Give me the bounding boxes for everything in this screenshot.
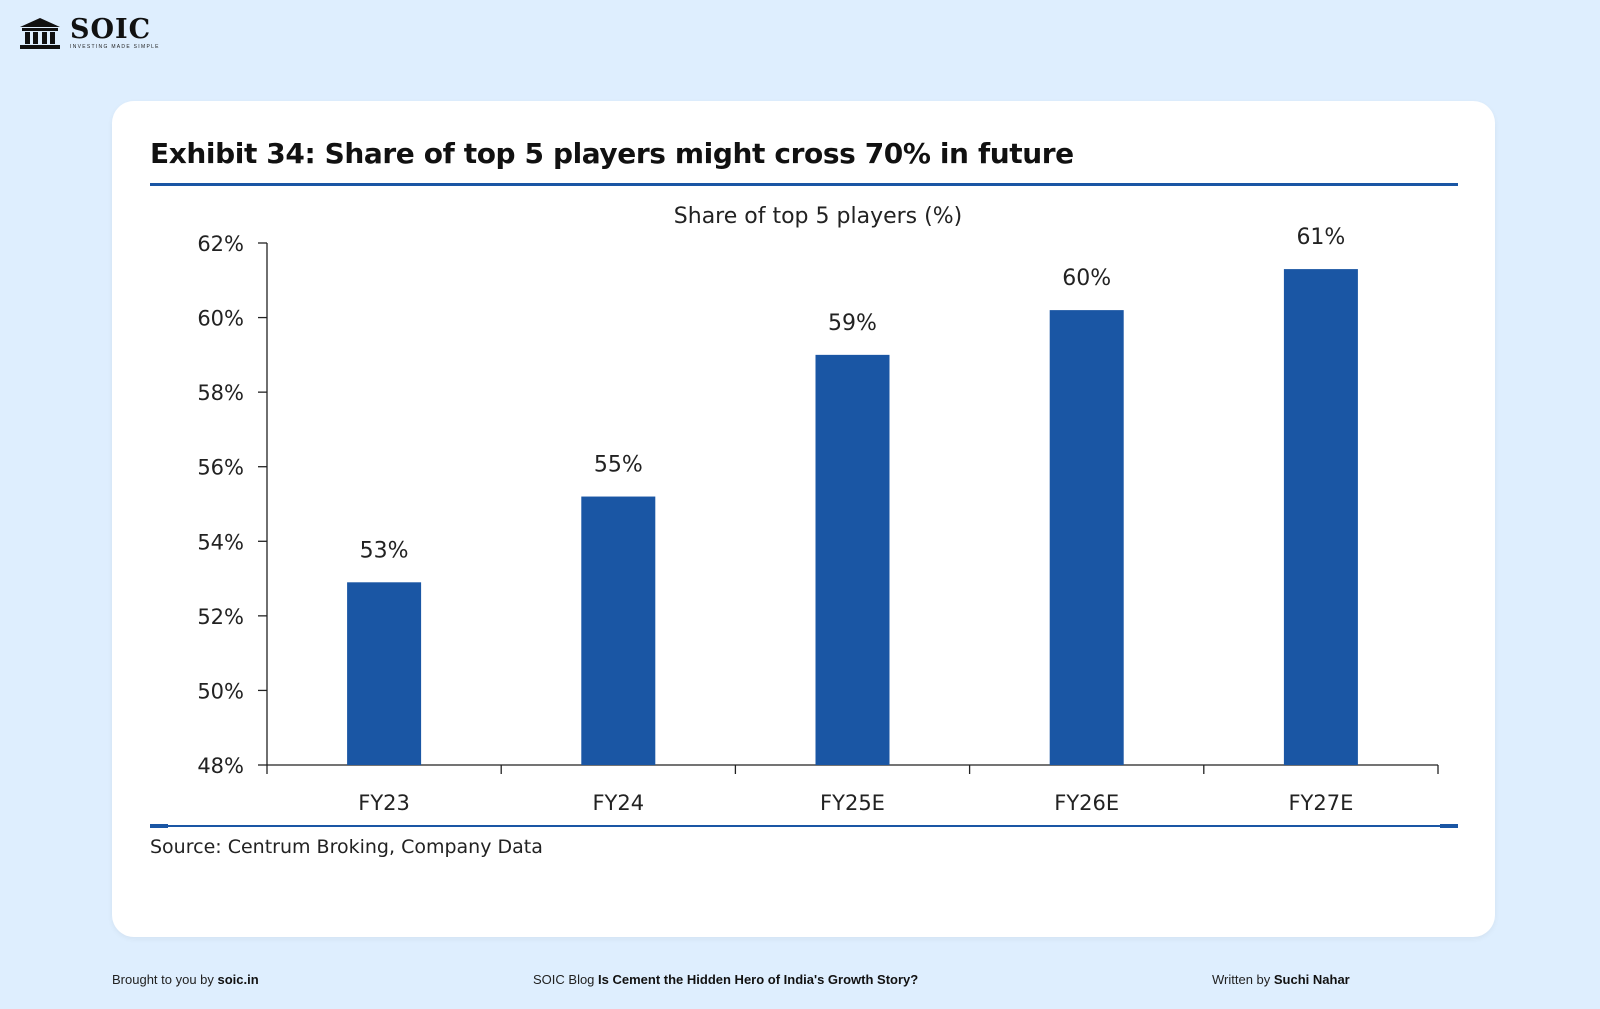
x-tick-label-fy25e: FY25E xyxy=(820,791,885,815)
y-tick-label: 62% xyxy=(197,232,244,256)
bank-building-icon xyxy=(20,18,60,49)
y-tick-label: 52% xyxy=(197,605,244,629)
y-tick-label: 48% xyxy=(197,754,244,778)
x-tick-label-fy24: FY24 xyxy=(592,791,644,815)
data-label-fy26e: 60% xyxy=(1062,266,1111,291)
data-label-fy23: 53% xyxy=(360,538,409,563)
brand-name: SOIC xyxy=(70,14,152,45)
y-tick-label: 54% xyxy=(197,530,244,554)
y-tick-label: 58% xyxy=(197,381,244,405)
bar-chart: Share of top 5 players (%) 48% 50% 52% 54% 5… xyxy=(197,204,1439,815)
exhibit-title: Exhibit 34: Share of top 5 players might… xyxy=(150,137,1074,170)
chart-title: Share of top 5 players (%) xyxy=(674,204,962,229)
source-rule xyxy=(150,824,1458,828)
data-label-fy25e: 59% xyxy=(828,311,877,336)
exhibit-card: Exhibit 34: Share of top 5 players might… xyxy=(112,101,1495,937)
data-label-fy27e: 61% xyxy=(1296,225,1345,250)
footer-author-name[interactable]: Suchi Nahar xyxy=(1273,972,1350,987)
footer-blog-prefix: SOIC Blog xyxy=(533,972,599,987)
title-rule xyxy=(150,183,1458,186)
x-tick-label-fy26e: FY26E xyxy=(1054,791,1119,815)
y-axis: 48% 50% 52% 54% 56% 58% 60% 62% xyxy=(197,232,268,778)
bar-fy23 xyxy=(347,582,422,765)
source-note: Source: Centrum Broking, Company Data xyxy=(150,836,543,858)
y-tick-label: 50% xyxy=(197,679,244,703)
footer-author-prefix: Written by xyxy=(1212,972,1274,987)
y-tick-label: 60% xyxy=(197,307,244,331)
brand-tagline: INVESTING MADE SIMPLE xyxy=(70,44,160,50)
footer-author: Written by Suchi Nahar xyxy=(1212,972,1350,987)
x-tick-label-fy27e: FY27E xyxy=(1288,791,1353,815)
soic-logo[interactable]: SOIC INVESTING MADE SIMPLE xyxy=(18,16,160,50)
bar-fy24 xyxy=(581,496,656,765)
bar-fy27e xyxy=(1283,269,1358,765)
footer-site-link[interactable]: soic.in xyxy=(217,972,259,987)
footer-blog-title[interactable]: Is Cement the Hidden Hero of India's Gro… xyxy=(598,972,919,987)
footer-blog: SOIC Blog Is Cement the Hidden Hero of I… xyxy=(533,972,918,987)
bar-fy25e xyxy=(815,354,890,765)
x-tick-label-fy23: FY23 xyxy=(358,791,410,815)
bar-fy26e xyxy=(1049,310,1124,765)
bars: 53% 55% 59% 60% 61% xyxy=(347,225,1358,765)
footer-brought-by-prefix: Brought to you by xyxy=(112,972,218,987)
footer-brought-by: Brought to you by soic.in xyxy=(112,972,259,987)
data-label-fy24: 55% xyxy=(594,453,643,478)
x-axis: FY23 FY24 FY25E FY26E FY27E xyxy=(266,764,1439,815)
y-tick-label: 56% xyxy=(197,456,244,480)
